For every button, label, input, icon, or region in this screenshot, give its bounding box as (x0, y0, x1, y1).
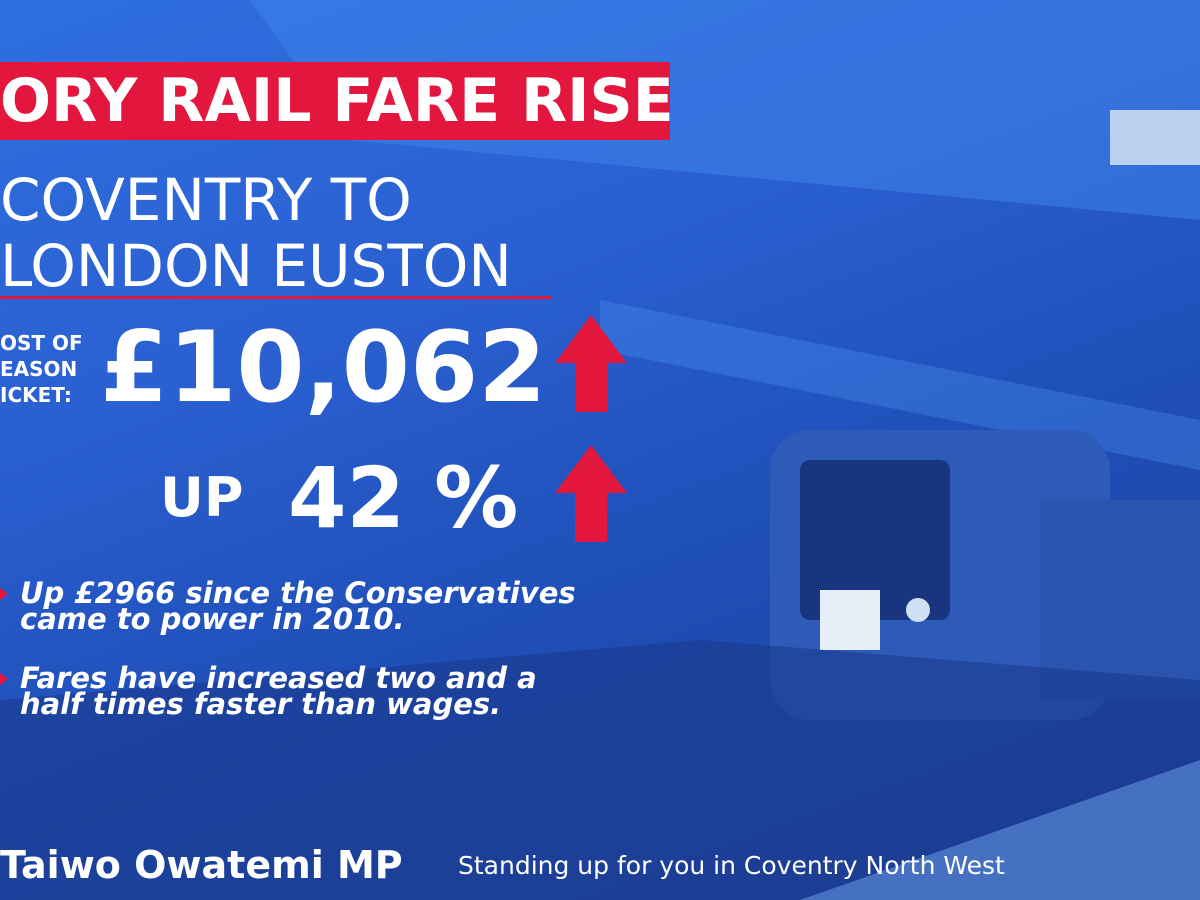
increase-percent: 42 % (288, 449, 519, 547)
cost-label: OST OF (0, 331, 83, 355)
route-line: COVENTRY TO (0, 166, 412, 234)
price: £10,062 (100, 311, 547, 425)
tagline: Standing up for you in Coventry North We… (458, 851, 1005, 880)
increase-prefix: UP (160, 466, 244, 529)
cost-label: EASON (0, 357, 78, 381)
mp-name: Taiwo Owatemi MP (0, 843, 403, 887)
up-arrow (555, 315, 627, 412)
bullet-text: half times faster than wages. (20, 687, 502, 721)
title: ORY RAIL FARE RISE (0, 66, 674, 136)
bullet-markers (0, 588, 8, 685)
bullet-text: Fares have increased two and a (20, 661, 537, 695)
bullet-text: Up £2966 since the Conservatives (20, 576, 576, 610)
title-banner (0, 62, 670, 140)
divider (0, 296, 552, 299)
bullet-text: came to power in 2010. (20, 602, 405, 636)
up-arrow (555, 445, 627, 542)
route-line: LONDON EUSTON (0, 232, 512, 300)
cost-label: ICKET: (0, 383, 72, 407)
